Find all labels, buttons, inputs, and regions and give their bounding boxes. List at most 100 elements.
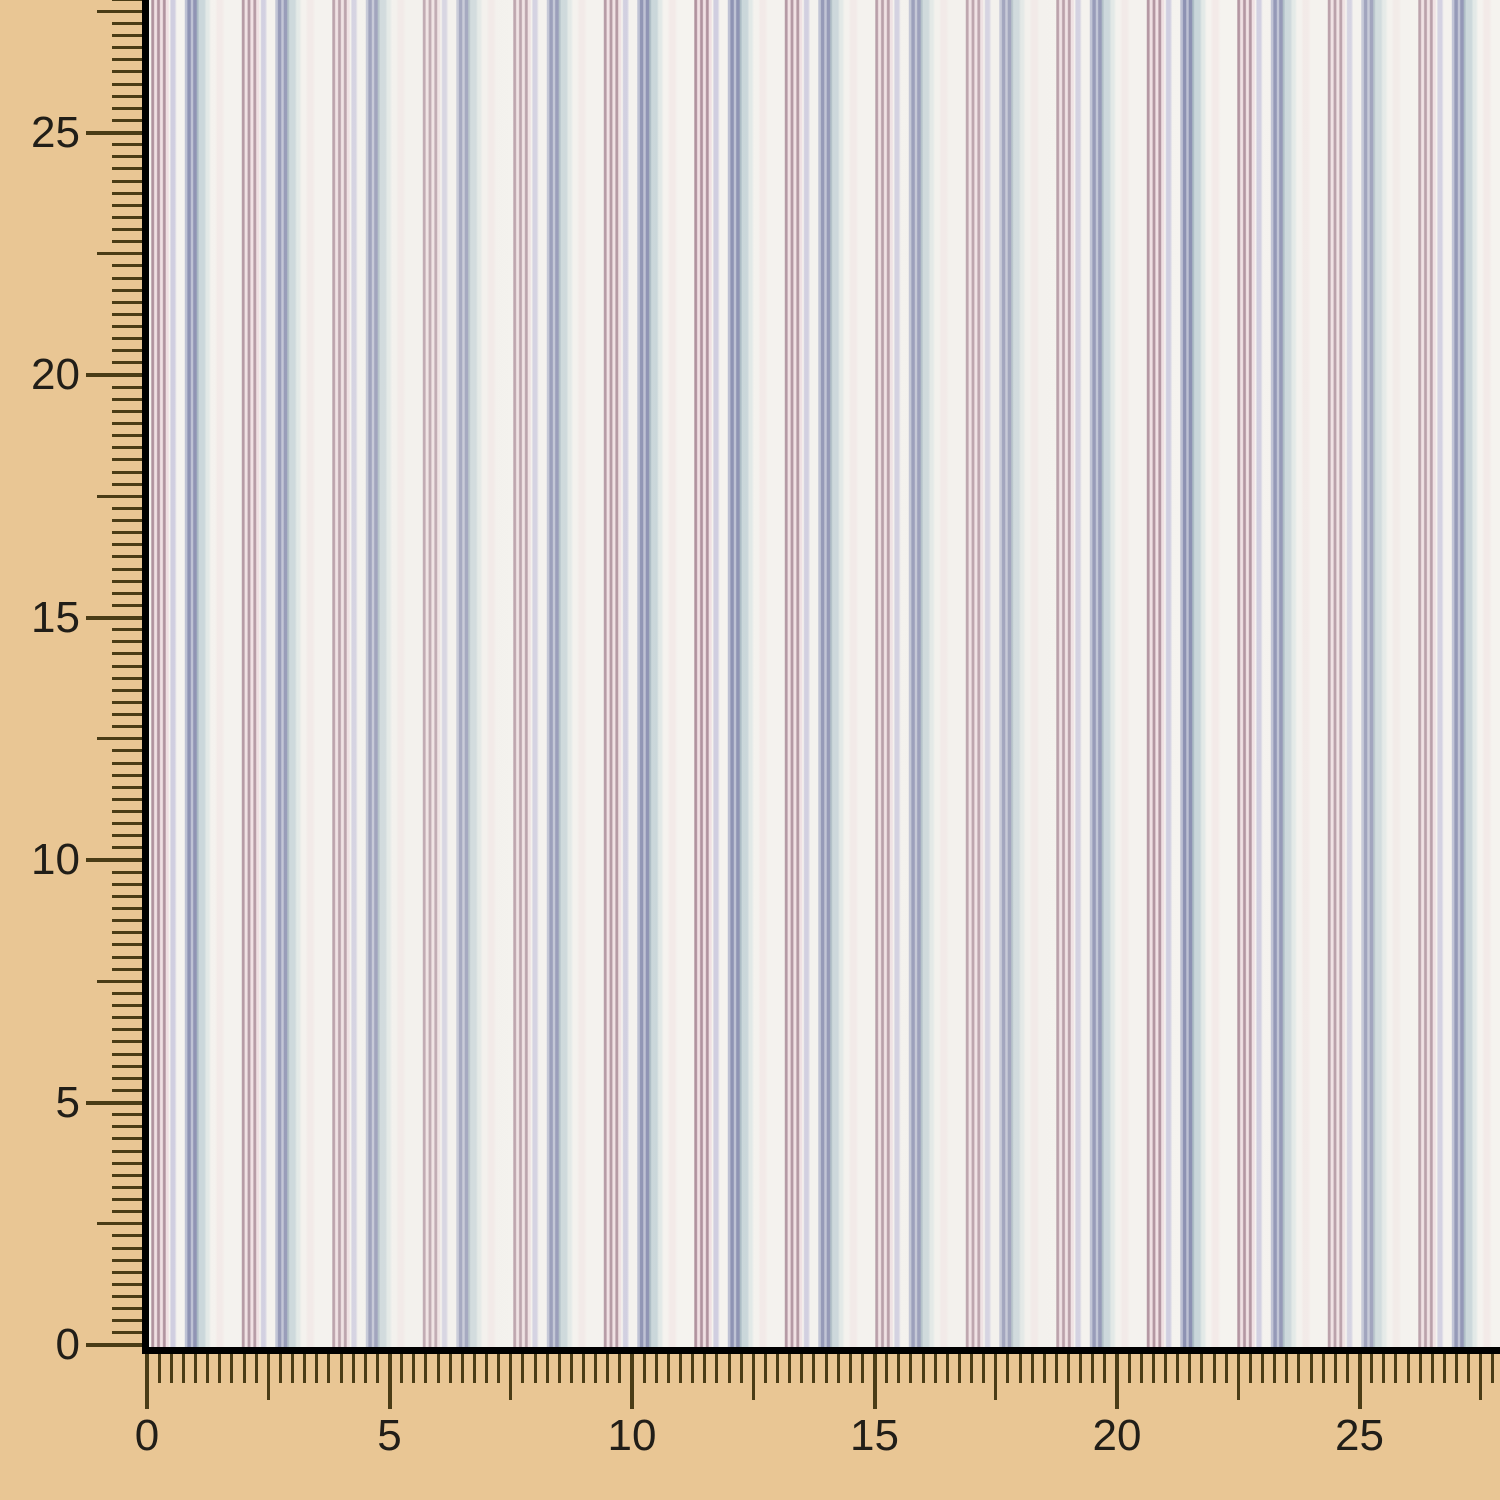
ruler-tick: [375, 1354, 379, 1383]
ruler-tick: [112, 519, 142, 522]
ruler-tick: [460, 1354, 464, 1383]
ruler-tick: [1248, 1354, 1252, 1383]
ruler-tick: [1188, 1354, 1192, 1383]
ruler-tick: [112, 1319, 142, 1323]
ruler-tick: [1261, 1354, 1264, 1383]
ruler-tick: [112, 991, 142, 995]
ruler-tick: [112, 300, 142, 304]
ruler-tick: [112, 628, 142, 632]
ruler-tick: [788, 1354, 792, 1383]
ruler-tick: [112, 21, 142, 25]
ruler-tick: [112, 458, 142, 462]
ruler-tick: [291, 1354, 294, 1383]
ruler-tick: [86, 858, 142, 862]
ruler-tick: [1491, 1354, 1495, 1383]
ruler-tick: [112, 1004, 142, 1007]
ruler-tick: [812, 1354, 816, 1383]
ruler-tick: [1455, 1354, 1458, 1383]
ruler-tick: [860, 1354, 864, 1383]
ruler-tick: [86, 373, 142, 377]
ruler-tick: [1382, 1354, 1386, 1383]
ruler-tick: [112, 603, 142, 607]
ruler-tick: [112, 46, 142, 50]
ruler-tick: [472, 1354, 476, 1383]
ruler-tick: [1127, 1354, 1131, 1383]
ruler-tick: [112, 1185, 142, 1189]
ruler-tick: [727, 1354, 731, 1383]
ruler-tick: [112, 422, 142, 425]
ruler-tick: [112, 797, 142, 801]
ruler-tick: [112, 1052, 142, 1056]
ruler-tick: [569, 1354, 573, 1383]
ruler-tick: [112, 0, 142, 1]
ruler-tick: [112, 943, 142, 947]
ruler-tick: [112, 179, 142, 183]
ruler-tick: [112, 191, 142, 195]
ruler-tick: [1091, 1354, 1095, 1383]
ruler-tick: [278, 1354, 282, 1383]
ruler-tick: [1418, 1354, 1422, 1383]
ruler-tick: [230, 1354, 234, 1383]
ruler-tick: [145, 1354, 149, 1409]
ruler-tick: [1321, 1354, 1325, 1383]
ruler-tick: [1018, 1354, 1022, 1383]
ruler-tick: [933, 1354, 937, 1383]
ruler-tick: [242, 1354, 246, 1383]
ruler-tick: [1006, 1354, 1010, 1383]
ruler-tick: [800, 1354, 804, 1383]
ruler-tick: [112, 1173, 142, 1177]
ruler-tick: [642, 1354, 646, 1383]
ruler-tick: [112, 1161, 142, 1165]
ruler-tick: [112, 203, 142, 207]
ruler-tick: [1212, 1354, 1216, 1383]
ruler-tick: [112, 312, 142, 316]
ruler-tick: [1273, 1354, 1277, 1383]
ruler-tick: [448, 1354, 452, 1383]
ruler-tick: [112, 907, 142, 910]
ruler-tick: [1333, 1354, 1337, 1383]
ruler-tick: [112, 773, 142, 777]
ruler-tick: [194, 1354, 197, 1383]
ruler-tick: [112, 1258, 142, 1262]
ruler-tick: [112, 82, 142, 86]
ruler-tick: [112, 1125, 142, 1129]
ruler-tick: [112, 58, 142, 62]
ruler-tick: [1236, 1354, 1240, 1400]
ruler-tick: [112, 397, 142, 401]
ruler-tick: [739, 1354, 743, 1383]
ruler-number-label: 20: [31, 350, 80, 399]
ruler-tick: [97, 494, 142, 498]
ruler-number-label: 15: [31, 592, 80, 642]
ruler-tick: [112, 919, 142, 923]
ruler-tick: [112, 810, 142, 813]
ruler-tick: [1042, 1354, 1046, 1383]
ruler-tick: [112, 1113, 142, 1117]
ruler-number-label: 0: [55, 1320, 80, 1369]
ruler-tick: [1139, 1354, 1143, 1383]
ruler-tick: [112, 337, 142, 341]
ruler-tick: [1067, 1354, 1070, 1383]
ruler-tick: [112, 1210, 142, 1214]
ruler-tick: [982, 1354, 986, 1383]
ruler-tick: [606, 1354, 610, 1383]
ruler-tick: [112, 1246, 142, 1250]
ruler-tick: [666, 1354, 670, 1383]
ruler-tick: [112, 1282, 142, 1286]
ruler-tick: [112, 155, 142, 159]
ruler-tick: [351, 1354, 355, 1383]
ruler-tick: [112, 1064, 142, 1068]
ruler-number-label: 10: [607, 1411, 657, 1460]
ruler-tick: [485, 1354, 488, 1383]
ruler-tick: [533, 1354, 537, 1383]
ruler-tick: [112, 240, 142, 244]
ruler-tick: [1442, 1354, 1446, 1383]
ruler-tick: [1176, 1354, 1180, 1383]
ruler-tick: [751, 1354, 755, 1400]
ruler-tick: [836, 1354, 840, 1383]
ruler-tick: [112, 676, 142, 680]
fabric-swatch: [149, 0, 1500, 1347]
ruler-tick: [691, 1354, 695, 1383]
ruler-tick: [763, 1354, 767, 1383]
ruler-tick: [181, 1354, 185, 1383]
